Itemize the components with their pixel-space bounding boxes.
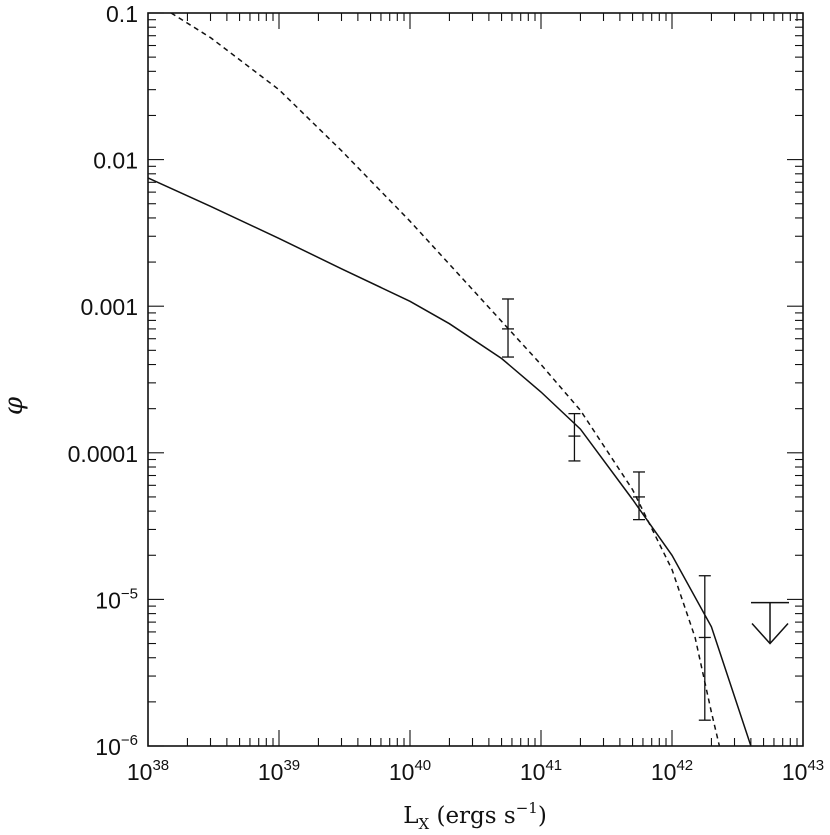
y-tick-label: 0.01 [93,148,138,174]
x-tick-label-exp: 42 [676,757,693,774]
y-tick-label-base: 0.001 [80,294,138,320]
x-tick-label-base: 10 [782,759,808,785]
y-tick-label: 10−6 [95,732,138,760]
plot-frame [147,12,804,747]
minor-ticks [148,13,803,746]
x-tick-label: 1041 [520,757,562,785]
upper-limit-arrowhead [751,623,789,645]
upper-limit [751,601,790,645]
x-tick-label-base: 10 [520,759,546,785]
x-tick-label-exp: 38 [152,757,169,774]
x-tick-label: 1039 [258,757,300,785]
dashed-model-curve [170,13,721,746]
x-axis-label-sup: −1 [516,799,538,817]
data-points [502,298,711,721]
x-tick-label: 1042 [651,757,693,785]
y-tick-label-exp: −5 [121,585,138,602]
data-point [568,412,581,462]
x-tick-label: 1043 [782,757,824,785]
y-tick-label-base: 0.1 [106,1,138,27]
x-tick-label-exp: 43 [807,757,824,774]
x-tick-label-base: 10 [127,759,153,785]
x-tick-label-exp: 41 [545,757,562,774]
y-axis-label: φ [0,396,29,415]
y-tick-label: 0.0001 [68,441,138,467]
data-point [502,298,515,358]
y-tick-label: 0.001 [80,294,138,320]
x-axis-label: LX (ergs s−1) [403,799,547,833]
x-tick-label: 1040 [389,757,431,785]
x-tick-label-exp: 40 [414,757,431,774]
x-axis-label-close: ) [538,803,547,829]
data-point [633,471,646,521]
model-curves [148,13,752,746]
y-tick-label: 0.1 [106,1,138,27]
x-axis-label-main: L [403,803,418,829]
x-tick-label: 1038 [127,757,169,785]
x-tick-label-base: 10 [258,759,284,785]
x-axis-label-sub: X [418,815,429,833]
upper-limits [751,601,790,645]
y-tick-label-base: 0.0001 [68,441,138,467]
y-tick-label-base: 10 [95,734,121,760]
x-tick-label-base: 10 [389,759,415,785]
x-axis-label-rest: (ergs s [429,803,516,829]
y-tick-label-base: 0.01 [93,148,138,174]
x-tick-label-base: 10 [651,759,677,785]
x-tick-label-exp: 39 [283,757,300,774]
solid-model-curve [148,177,752,746]
y-tick-label-exp: −6 [121,732,138,749]
y-tick-label-base: 10 [95,587,121,613]
data-point [698,575,711,721]
y-tick-label: 10−5 [95,585,138,613]
x-tick-labels: 1038 1039 1040 1041 1042 1043 [127,757,824,785]
